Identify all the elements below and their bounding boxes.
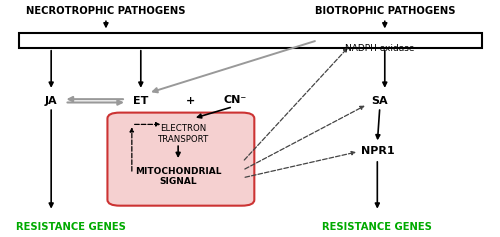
Text: NECROTROPHIC PATHOGENS: NECROTROPHIC PATHOGENS [26, 6, 186, 16]
Text: MITOCHONDRIAL
SIGNAL: MITOCHONDRIAL SIGNAL [135, 167, 222, 186]
FancyBboxPatch shape [108, 113, 255, 206]
Text: ET: ET [133, 96, 148, 106]
Text: RESISTANCE GENES: RESISTANCE GENES [16, 222, 126, 232]
Text: +: + [186, 96, 195, 106]
Text: SA: SA [372, 96, 388, 106]
Text: JA: JA [45, 96, 58, 106]
Text: ELECTRON
TRANSPORT: ELECTRON TRANSPORT [158, 124, 208, 144]
Text: NPR1: NPR1 [360, 146, 394, 156]
Text: RESISTANCE GENES: RESISTANCE GENES [322, 222, 432, 232]
Text: CN⁻: CN⁻ [224, 95, 247, 105]
Text: NADPH oxidase: NADPH oxidase [345, 45, 414, 54]
FancyBboxPatch shape [19, 32, 482, 48]
Text: BIOTROPHIC PATHOGENS: BIOTROPHIC PATHOGENS [314, 6, 455, 16]
